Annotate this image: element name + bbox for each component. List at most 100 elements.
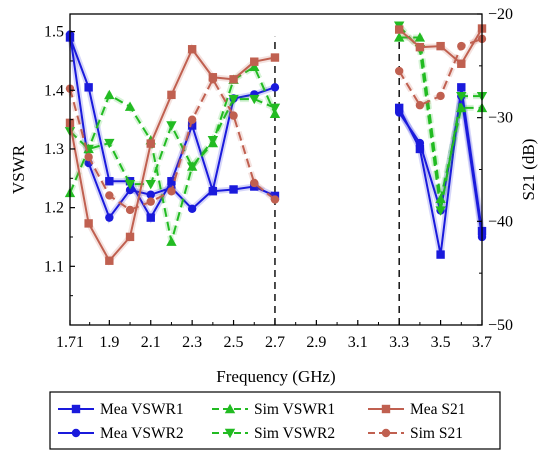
axes: 1.71 1.9 2.1 2.3 2.5 2.7 2.9 3.1 3.3 3.5 3.7 1.1 1.2…	[9, 6, 538, 386]
data-point	[435, 206, 446, 216]
data-point	[270, 83, 280, 92]
data-point	[166, 121, 177, 131]
data-point	[457, 41, 466, 51]
y-left-tick-label: 1.3	[44, 141, 64, 158]
y-right-tick-label: −40	[488, 213, 513, 230]
data-point	[105, 213, 114, 222]
data-point	[167, 90, 176, 100]
data-point	[84, 219, 93, 228]
x-tick-label: 3.1	[348, 334, 368, 351]
x-tick-label: 2.7	[265, 334, 285, 351]
legend-item: Sim VSWR1	[212, 401, 335, 418]
data-point	[436, 250, 445, 259]
legend-item: Sim VSWR2	[212, 425, 335, 442]
data-point	[229, 185, 238, 194]
data-point	[394, 108, 404, 117]
plot-area	[64, 21, 488, 325]
y-left-tick-label: 1.4	[44, 82, 64, 99]
y-left-axis-label: VSWR	[9, 144, 28, 194]
y-right-axis-label: S21 (dB)	[519, 139, 538, 201]
data-point	[249, 61, 260, 72]
data-point	[229, 111, 238, 120]
data-point	[414, 32, 426, 42]
data-point	[187, 45, 197, 54]
legend-label: Mea VSWR1	[100, 401, 184, 418]
data-point	[167, 177, 176, 186]
data-point	[250, 178, 259, 188]
x-tick-label: 2.1	[141, 334, 161, 351]
data-point	[146, 213, 155, 222]
data-point	[394, 25, 404, 34]
data-point	[207, 135, 219, 146]
x-tick-label: 2.3	[182, 334, 202, 351]
data-point	[187, 115, 197, 124]
data-point	[145, 179, 156, 190]
data-point	[208, 185, 218, 195]
legend-label: Sim VSWR2	[254, 425, 335, 442]
legend-swatch-marker	[381, 428, 391, 438]
data-point	[125, 205, 135, 215]
y-right-tick-label: −30	[488, 110, 513, 127]
data-point	[167, 187, 176, 196]
data-point	[457, 83, 466, 92]
y-left-tick-label: 1.1	[44, 258, 64, 275]
data-point	[125, 185, 135, 195]
data-point	[269, 108, 281, 118]
legend-label: Mea S21	[410, 401, 466, 418]
data-point	[393, 32, 405, 42]
data-point	[228, 94, 239, 105]
data-point	[104, 89, 115, 100]
y-left-tick-label: 1.2	[44, 200, 64, 217]
data-point	[229, 75, 238, 84]
data-point	[104, 138, 115, 149]
legend-item: Mea VSWR1	[58, 401, 184, 418]
x-tick-label: 3.7	[472, 334, 492, 351]
data-point	[394, 103, 404, 113]
data-point	[415, 144, 425, 154]
data-point	[270, 195, 280, 204]
y-left-tick-label: 1.5	[44, 24, 64, 41]
legend-swatch-marker	[71, 404, 81, 414]
series-line-halo	[399, 34, 482, 200]
data-point	[436, 41, 445, 51]
data-point	[146, 139, 155, 148]
y-right-tick-label: −50	[488, 317, 513, 334]
series-sim-vswr1	[64, 32, 488, 246]
legend-swatch-marker	[224, 403, 236, 414]
data-point	[187, 121, 197, 130]
series-sim-s21	[65, 34, 487, 215]
legend-swatch-marker	[224, 428, 236, 439]
data-point	[124, 101, 136, 111]
data-point	[208, 75, 218, 84]
x-tick-label: 2.5	[224, 334, 244, 351]
legend: Mea VSWR1 Sim VSWR1 Mea S21 Mea VSWR2 Sim VS…	[49, 391, 501, 450]
data-point	[457, 59, 466, 68]
data-point	[269, 103, 281, 114]
data-point	[415, 138, 425, 148]
series-line	[399, 36, 482, 200]
y-right-tick-label: −20	[488, 6, 513, 23]
legend-box	[49, 391, 501, 450]
legend-item: Mea VSWR2	[58, 425, 184, 442]
x-tick-label: 3.5	[431, 334, 451, 351]
legend-label: Sim S21	[410, 425, 463, 442]
data-point	[250, 57, 259, 66]
data-point	[146, 190, 155, 199]
data-point	[124, 179, 136, 190]
data-point	[84, 83, 93, 92]
data-point	[270, 53, 280, 62]
data-point	[456, 91, 467, 102]
legend-label: Mea VSWR2	[100, 425, 184, 442]
data-point	[415, 42, 425, 52]
legend-swatch-marker	[71, 428, 81, 438]
data-point	[415, 101, 425, 110]
data-point	[125, 232, 135, 242]
legend-item: Mea S21	[368, 401, 466, 418]
data-point	[105, 177, 114, 186]
legend-item: Sim S21	[368, 425, 463, 442]
data-point	[84, 152, 93, 162]
data-point	[186, 162, 198, 172]
data-point	[187, 204, 197, 214]
